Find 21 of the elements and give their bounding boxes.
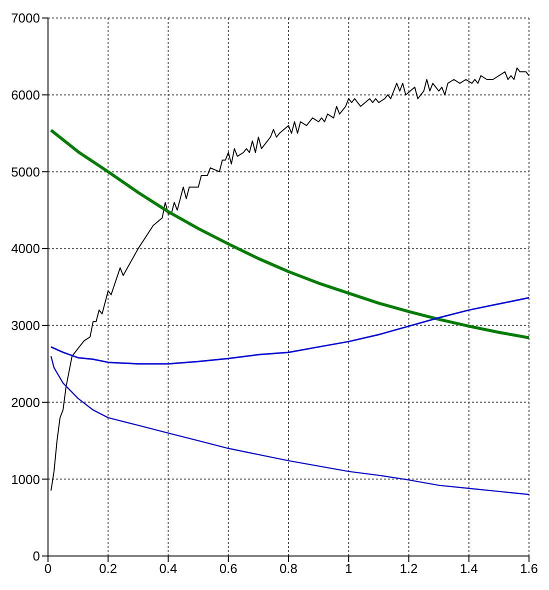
x-tick-label: 1.6 xyxy=(520,561,538,576)
x-tick-label: 0.8 xyxy=(279,561,298,576)
x-tick-label: 1 xyxy=(345,561,352,576)
x-tick-label: 1.2 xyxy=(400,561,418,576)
line-series xyxy=(50,67,529,492)
x-tick-label: 0 xyxy=(44,561,52,576)
line-series xyxy=(50,356,529,496)
y-tick-label: 0 xyxy=(32,548,40,564)
line-series xyxy=(50,297,529,365)
x-tick-label: 1.4 xyxy=(460,561,478,576)
y-tick-label: 4000 xyxy=(11,241,40,256)
y-tick-label: 5000 xyxy=(11,164,40,180)
line-series xyxy=(50,128,529,340)
y-tick-label: 6000 xyxy=(11,87,40,102)
y-tick-label: 7000 xyxy=(11,10,40,26)
y-tick-label: 1000 xyxy=(11,472,40,487)
x-tick-label: 0.2 xyxy=(99,561,118,576)
x-tick-label: 0.6 xyxy=(219,561,238,576)
y-tick-label: 3000 xyxy=(11,318,40,334)
y-tick-label: 2000 xyxy=(11,394,40,410)
x-tick-label: 0.4 xyxy=(159,561,178,576)
